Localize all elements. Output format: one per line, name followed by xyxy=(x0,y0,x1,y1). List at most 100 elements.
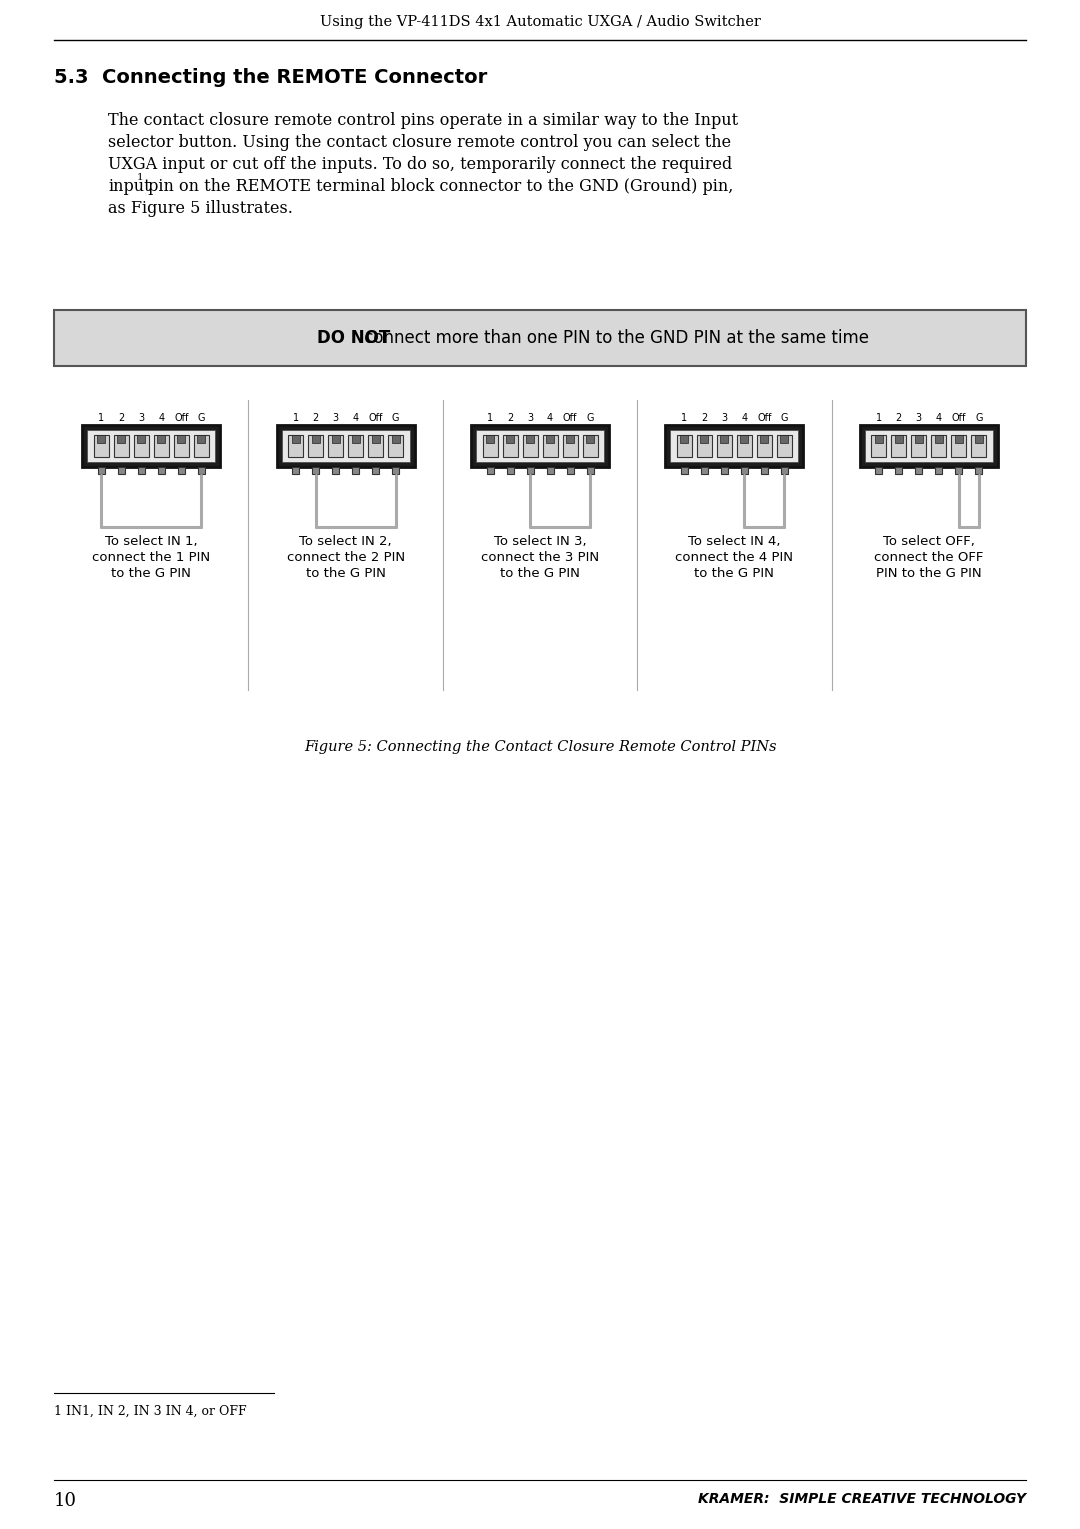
Bar xyxy=(741,466,747,474)
Bar xyxy=(935,434,943,443)
Text: 4: 4 xyxy=(546,413,553,424)
Text: To select IN 4,: To select IN 4, xyxy=(688,535,781,547)
Text: 3: 3 xyxy=(138,413,145,424)
Bar xyxy=(971,434,986,457)
Text: Using the VP-411DS 4x1 Automatic UXGA / Audio Switcher: Using the VP-411DS 4x1 Automatic UXGA / … xyxy=(320,15,760,29)
Bar xyxy=(951,434,967,457)
Bar xyxy=(567,466,573,474)
Bar xyxy=(483,434,498,457)
Bar xyxy=(372,434,379,443)
Text: 4: 4 xyxy=(935,413,942,424)
Text: 4: 4 xyxy=(741,413,747,424)
Bar xyxy=(781,466,788,474)
Text: UXGA input or cut off the inputs. To do so, temporarily connect the required: UXGA input or cut off the inputs. To do … xyxy=(108,156,732,173)
Bar xyxy=(134,434,149,457)
Text: 1: 1 xyxy=(293,413,299,424)
Bar xyxy=(523,434,538,457)
Text: 1: 1 xyxy=(137,173,144,182)
Text: 2: 2 xyxy=(118,413,124,424)
Text: G: G xyxy=(975,413,983,424)
Bar xyxy=(373,466,379,474)
Bar xyxy=(546,466,554,474)
Text: to the G PIN: to the G PIN xyxy=(500,567,580,579)
Bar xyxy=(352,434,360,443)
Text: Off: Off xyxy=(951,413,966,424)
Bar xyxy=(177,434,185,443)
Text: G: G xyxy=(586,413,594,424)
Bar xyxy=(701,466,707,474)
Bar xyxy=(282,430,409,462)
Bar xyxy=(292,466,299,474)
Text: G: G xyxy=(198,413,205,424)
Bar xyxy=(486,434,494,443)
Text: G: G xyxy=(781,413,788,424)
Bar xyxy=(471,425,609,466)
Bar xyxy=(312,466,319,474)
Bar xyxy=(757,434,772,457)
Bar xyxy=(158,466,164,474)
Bar xyxy=(332,434,339,443)
Text: Off: Off xyxy=(563,413,577,424)
Bar xyxy=(563,434,578,457)
Bar xyxy=(153,434,168,457)
Text: as Figure 5 illustrates.: as Figure 5 illustrates. xyxy=(108,200,293,217)
Bar xyxy=(895,466,902,474)
Text: Off: Off xyxy=(757,413,771,424)
Bar xyxy=(352,466,359,474)
Bar xyxy=(912,434,927,457)
Bar xyxy=(118,434,125,443)
Bar xyxy=(680,466,688,474)
Bar xyxy=(118,466,124,474)
Bar xyxy=(582,434,597,457)
Bar xyxy=(891,434,906,457)
Text: 2: 2 xyxy=(895,413,902,424)
Bar xyxy=(288,434,303,457)
Text: Off: Off xyxy=(368,413,382,424)
Bar xyxy=(781,434,788,443)
Text: selector button. Using the contact closure remote control you can select the: selector button. Using the contact closu… xyxy=(108,135,731,151)
Text: 1: 1 xyxy=(98,413,105,424)
Bar xyxy=(916,466,922,474)
Bar xyxy=(527,466,534,474)
Bar xyxy=(97,434,105,443)
Text: G: G xyxy=(392,413,400,424)
Bar xyxy=(388,434,403,457)
Bar xyxy=(158,434,165,443)
Bar xyxy=(348,434,363,457)
Bar xyxy=(741,434,748,443)
Bar xyxy=(392,466,400,474)
Bar xyxy=(392,434,400,443)
Text: PIN to the G PIN: PIN to the G PIN xyxy=(876,567,982,579)
Bar xyxy=(717,434,732,457)
Bar xyxy=(82,425,220,466)
Text: connect the 2 PIN: connect the 2 PIN xyxy=(286,550,405,564)
Bar xyxy=(721,466,728,474)
Text: to the G PIN: to the G PIN xyxy=(111,567,191,579)
Text: 4: 4 xyxy=(158,413,164,424)
Bar xyxy=(54,310,1026,365)
Text: To select IN 2,: To select IN 2, xyxy=(299,535,392,547)
Bar xyxy=(586,434,594,443)
Bar xyxy=(865,430,993,462)
Bar xyxy=(542,434,557,457)
Bar xyxy=(546,434,554,443)
Bar xyxy=(760,434,768,443)
Text: input: input xyxy=(108,177,150,196)
Bar xyxy=(87,430,215,462)
Bar xyxy=(677,434,692,457)
Bar xyxy=(875,434,882,443)
Text: To select IN 3,: To select IN 3, xyxy=(494,535,586,547)
Bar xyxy=(761,466,768,474)
Text: Figure 5: Connecting the Contact Closure Remote Control PINs: Figure 5: Connecting the Contact Closure… xyxy=(303,740,777,754)
Text: 1 IN1, IN 2, IN 3 IN 4, or OFF: 1 IN1, IN 2, IN 3 IN 4, or OFF xyxy=(54,1405,246,1417)
Bar xyxy=(665,425,804,466)
Text: 3: 3 xyxy=(721,413,728,424)
Bar xyxy=(720,434,728,443)
Text: 10: 10 xyxy=(54,1492,77,1511)
Text: 2: 2 xyxy=(507,413,513,424)
Text: 2: 2 xyxy=(701,413,707,424)
Text: 1: 1 xyxy=(681,413,688,424)
Text: connect more than one PIN to the GND PIN at the same time: connect more than one PIN to the GND PIN… xyxy=(359,329,869,347)
Text: 1: 1 xyxy=(876,413,882,424)
Bar xyxy=(935,466,942,474)
